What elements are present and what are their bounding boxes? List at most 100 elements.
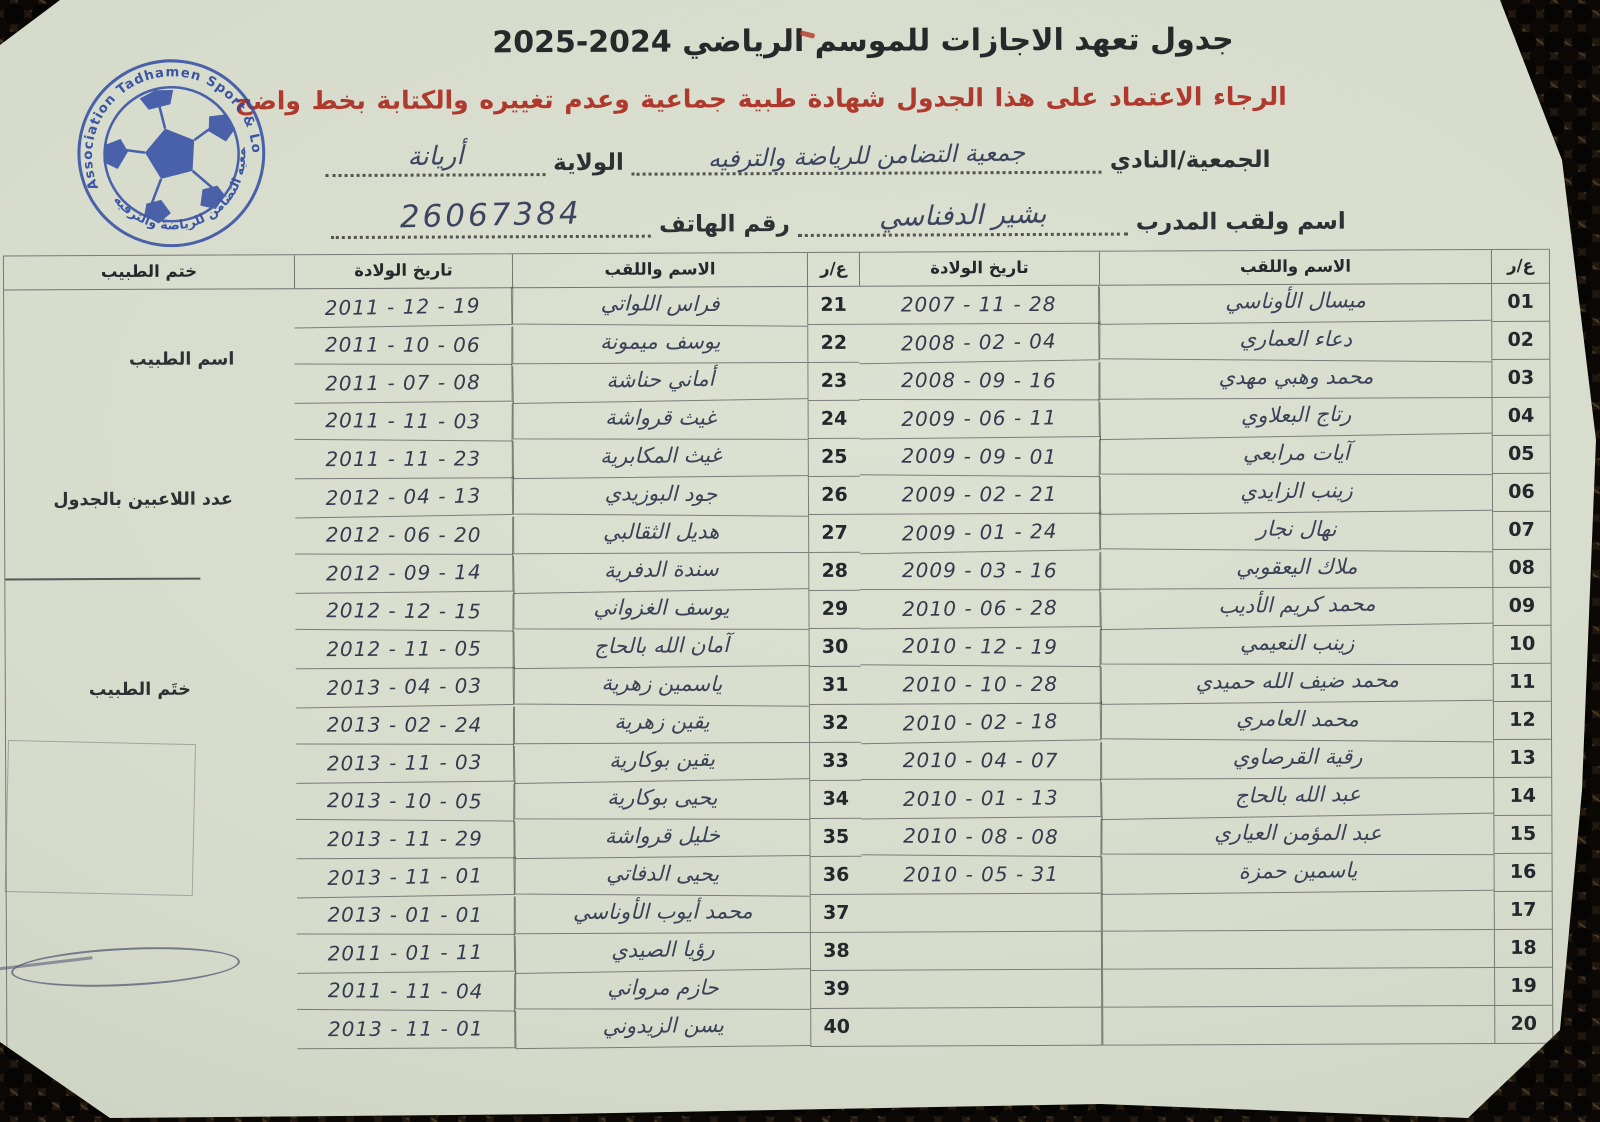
cell-num-left: 39 [810, 970, 863, 1009]
cell-name-right: محمد وهبي مهدي [1099, 359, 1492, 400]
cell-dob-left: 2012 - 04 - 13 [294, 476, 514, 519]
cell-name-right: ميسال الأوناسي [1098, 282, 1492, 325]
cell-dob-right [861, 893, 1102, 933]
phone-handwritten-value: 26067384 [399, 195, 583, 236]
cell-name-left: آمان الله بالحاج [513, 628, 809, 670]
cell-num-left: 30 [808, 628, 861, 667]
cell-name-right [1101, 929, 1495, 970]
cell-dob-left: 2012 - 06 - 20 [295, 516, 514, 555]
cell-dob-right [862, 969, 1103, 1009]
cell-dob-right: 2010 - 06 - 28 [860, 588, 1101, 630]
cell-num-right: 20 [1494, 1005, 1553, 1044]
page-title: جدول تعهد الاجازات للموسم الرياضي 2025-2… [298, 21, 1428, 61]
cell-dob-right: 2010 - 02 - 18 [860, 702, 1102, 745]
cell-name-left: سندة الدفرية [513, 551, 809, 595]
cell-dob-left: 2011 - 11 - 04 [296, 971, 516, 1012]
cell-name-left: غيث قرواشة [512, 401, 808, 440]
cell-dob-left: 2013 - 01 - 01 [296, 896, 515, 935]
cell-name-left: يقين بوكارية [513, 741, 810, 785]
header-name-right: الاسم واللقب [1098, 249, 1492, 286]
cell-num-right: 05 [1491, 435, 1550, 474]
cell-dob-right: 2010 - 10 - 28 [860, 665, 1101, 705]
cell-dob-right: 2009 - 03 - 16 [860, 552, 1101, 591]
cell-name-right: عبد الله بالحاج [1101, 775, 1494, 821]
cell-num-left: 27 [808, 514, 861, 553]
license-table: ع/ر الاسم واللقب تاريخ الولادة ع/ر الاسم… [2, 248, 1554, 1051]
cell-dob-left: 2013 - 11 - 29 [296, 820, 515, 860]
cell-dob-left: 2012 - 12 - 15 [295, 591, 514, 632]
doctor-stamp-label: ختَم الطبيب [88, 679, 191, 701]
doctor-name-label: اسم الطبيب [128, 349, 235, 370]
cell-num-left: 36 [809, 856, 862, 895]
players-count-label: عدد اللاعبين بالجدول [53, 489, 234, 511]
season-years: 2025-2024 [492, 24, 672, 61]
title-text: جدول تعهد الاجازات للموسم الرياضي [682, 22, 1234, 60]
cell-num-left: 28 [808, 552, 861, 591]
cell-name-left: خليل قرواشة [514, 818, 810, 860]
cell-name-right: محمد كريم الأديب [1100, 585, 1493, 631]
cell-name-right: عبد المؤمن العياري [1101, 816, 1494, 856]
cell-num-right: 18 [1493, 929, 1553, 968]
cell-dob-left: 2011 - 12 - 19 [293, 286, 513, 329]
cell-num-right: 19 [1494, 967, 1553, 1006]
cell-dob-right: 2007 - 11 - 28 [859, 285, 1100, 325]
cell-num-right: 17 [1493, 891, 1552, 930]
phone-label: رقم الهاتف [659, 211, 790, 238]
cell-name-left: يسن الزيدوني [515, 1008, 811, 1050]
cell-num-left: 24 [807, 400, 860, 439]
cell-name-right: دعاء العماري [1099, 321, 1492, 363]
cell-num-left: 35 [809, 818, 862, 857]
cell-dob-left: 2013 - 02 - 24 [295, 706, 515, 745]
cell-name-left: ياسمين زهرية [513, 666, 809, 707]
cell-dob-left: 2011 - 10 - 06 [294, 326, 513, 365]
cell-num-left: 25 [807, 438, 860, 477]
cell-num-right: 09 [1492, 587, 1551, 626]
cell-num-left: 29 [808, 590, 861, 629]
cell-num-left: 31 [808, 666, 861, 705]
cell-name-left: حازم مرواني [515, 971, 811, 1010]
cell-num-right: 12 [1492, 701, 1552, 740]
club-label: الجمعية/النادي [1109, 146, 1271, 174]
cell-name-left: فراس اللواتي [511, 286, 808, 327]
cell-num-left: 21 [807, 286, 860, 325]
cell-name-right [1102, 1005, 1495, 1046]
cell-dob-left: 2011 - 01 - 11 [296, 933, 516, 974]
cell-dob-right: 2010 - 04 - 07 [861, 742, 1102, 781]
cell-dob-right: 2008 - 09 - 16 [859, 362, 1100, 401]
cell-num-right: 14 [1493, 777, 1552, 816]
instruction-note: الرجاء الاعتماد على هذا الجدول شهادة طبي… [234, 81, 1287, 116]
cell-dob-right: 2010 - 08 - 08 [861, 817, 1102, 858]
cell-num-left: 37 [809, 894, 862, 933]
cell-num-right: 10 [1492, 625, 1551, 664]
header-dob-left: تاريخ الولادة [293, 254, 513, 290]
cell-dob-left: 2013 - 11 - 01 [297, 1010, 516, 1050]
coach-label: اسم ولقب المدرب [1135, 208, 1346, 236]
cell-num-right: 06 [1491, 473, 1551, 512]
header-doctor-stamp: ختم الطبيب [3, 255, 295, 291]
cell-dob-left: 2013 - 04 - 03 [295, 666, 515, 709]
cell-name-left: محمد أيوب الأوناسي [514, 894, 810, 935]
cell-name-left: جود البوزيدي [512, 476, 809, 517]
doctor-stamp-column: اسم الطبيب عدد اللاعبين بالجدول ختَم الط… [4, 289, 297, 1050]
phone-dotted-line: 26067384 [330, 195, 652, 240]
stamp-box [4, 740, 197, 897]
wilaya-handwritten-value: أريانة [406, 140, 464, 173]
cell-name-right: رتاج البعلاوي [1099, 395, 1492, 441]
cell-dob-left: 2013 - 11 - 03 [295, 743, 515, 784]
wilaya-dotted-line: أريانة [325, 141, 546, 178]
cell-name-left: رؤيا الصيدي [514, 931, 811, 975]
cell-name-right [1101, 891, 1494, 932]
cell-dob-right: 2009 - 01 - 24 [859, 512, 1101, 555]
cell-num-left: 38 [809, 932, 863, 971]
coach-handwritten-value: بشير الدفناسي [878, 198, 1047, 234]
cell-dob-left: 2013 - 10 - 05 [296, 781, 515, 822]
cell-num-right: 08 [1492, 549, 1551, 588]
club-handwritten-value: جمعية التضامن للرياضة والترفيه [707, 138, 1026, 174]
cell-dob-left: 2012 - 09 - 14 [295, 553, 514, 594]
cell-name-left: يوسف الغزواني [513, 591, 809, 630]
signature-scribble [10, 942, 241, 992]
coach-field-line: اسم ولقب المدرب بشير الدفناسي رقم الهاتف… [119, 195, 1346, 240]
cell-num-right: 02 [1491, 321, 1550, 360]
